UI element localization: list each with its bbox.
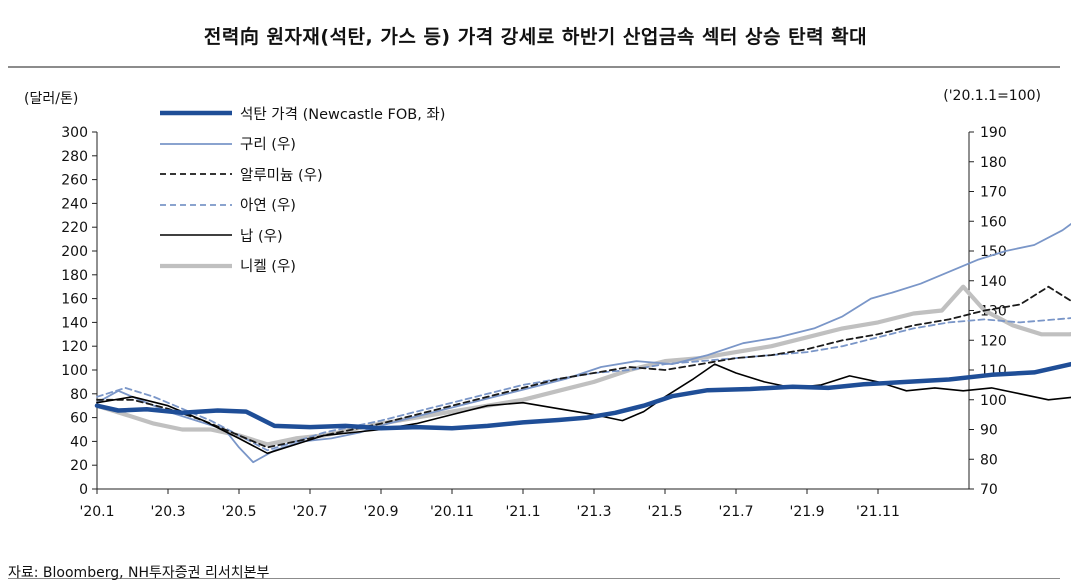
source-note: 자료: Bloomberg, NH투자증권 리서치본부 xyxy=(8,565,270,581)
right-y-tick-label: 90 xyxy=(980,423,998,439)
series-line-0 xyxy=(94,361,1071,431)
right-y-tick-label: 140 xyxy=(980,274,1007,290)
left-y-tick-label: 100 xyxy=(61,363,88,379)
left-y-tick-label: 0 xyxy=(79,482,88,498)
left-y-tick-label: 60 xyxy=(70,411,88,427)
legend-label: 알루미늄 (우) xyxy=(240,167,323,184)
legend-item: 석탄 가격 (Newcastle FOB, 좌) xyxy=(158,98,445,129)
legend-label: 아연 (우) xyxy=(240,198,296,215)
left-y-tick-label: 200 xyxy=(61,244,88,260)
legend-swatch xyxy=(160,111,232,116)
left-y-tick-label: 40 xyxy=(70,434,88,450)
x-tick-label: '20.7 xyxy=(292,504,327,520)
legend-swatch xyxy=(160,173,232,176)
left-y-tick-label: 280 xyxy=(61,149,88,165)
bottom-rule xyxy=(8,578,1060,579)
x-tick-label: '21.11 xyxy=(856,504,900,520)
legend-label: 석탄 가격 (Newcastle FOB, 좌) xyxy=(240,106,446,123)
left-y-tick-label: 120 xyxy=(61,339,88,355)
top-rule xyxy=(8,66,1060,68)
left-y-tick-label: 160 xyxy=(61,292,88,308)
chart-legend: 석탄 가격 (Newcastle FOB, 좌) 구리 (우) 알루미늄 (우) 아연… xyxy=(158,98,445,281)
right-y-tick-label: 170 xyxy=(980,185,1007,201)
legend-item: 구리 (우) xyxy=(158,129,445,160)
right-y-tick-label: 180 xyxy=(980,155,1007,171)
legend-swatch xyxy=(160,203,232,206)
left-y-tick-label: 20 xyxy=(70,458,88,474)
right-y-tick-label: 120 xyxy=(980,333,1007,349)
left-y-tick-label: 260 xyxy=(61,173,88,189)
series-line-3 xyxy=(96,317,1071,452)
chart-title: 전력向 원자재(석탄, 가스 등) 가격 강세로 하반기 산업금속 섹터 상승 … xyxy=(203,26,868,48)
legend-swatch xyxy=(160,263,232,268)
x-tick-label: '21.5 xyxy=(647,504,682,520)
left-y-tick-label: 80 xyxy=(70,387,88,403)
legend-label: 납 (우) xyxy=(240,228,283,245)
x-tick-label: '20.3 xyxy=(150,504,185,520)
right-y-tick-label: 100 xyxy=(980,393,1007,409)
right-y-tick-label: 80 xyxy=(980,452,998,468)
x-tick-label: '20.11 xyxy=(430,504,474,520)
right-y-tick-label: 150 xyxy=(980,244,1007,260)
left-y-tick-label: 300 xyxy=(61,125,88,141)
right-y-tick-label: 70 xyxy=(980,482,998,498)
x-tick-label: '21.1 xyxy=(505,504,540,520)
legend-label: 니켈 (우) xyxy=(240,259,296,276)
right-y-tick-label: 190 xyxy=(980,125,1007,141)
left-y-tick-label: 220 xyxy=(61,220,88,236)
legend-swatch xyxy=(160,142,232,145)
left-y-tick-label: 240 xyxy=(61,196,88,212)
left-y-tick-label: 140 xyxy=(61,315,88,331)
right-y-tick-label: 160 xyxy=(980,214,1007,230)
left-y-tick-label: 180 xyxy=(61,268,88,284)
x-tick-label: '20.9 xyxy=(363,504,398,520)
legend-label: 구리 (우) xyxy=(240,137,296,154)
legend-item: 납 (우) xyxy=(158,220,445,251)
legend-swatch xyxy=(160,234,232,237)
legend-item: 아연 (우) xyxy=(158,190,445,221)
x-tick-label: '21.7 xyxy=(718,504,753,520)
x-tick-label: '20.5 xyxy=(221,504,256,520)
left-axis-unit: (달러/톤) xyxy=(24,91,79,107)
x-tick-label: '21.3 xyxy=(576,504,611,520)
x-tick-label: '20.1 xyxy=(79,504,114,520)
legend-item: 알루미늄 (우) xyxy=(158,159,445,190)
legend-item: 니켈 (우) xyxy=(158,251,445,282)
x-tick-label: '21.9 xyxy=(789,504,824,520)
right-axis-unit: ('20.1.1=100) xyxy=(943,88,1041,104)
